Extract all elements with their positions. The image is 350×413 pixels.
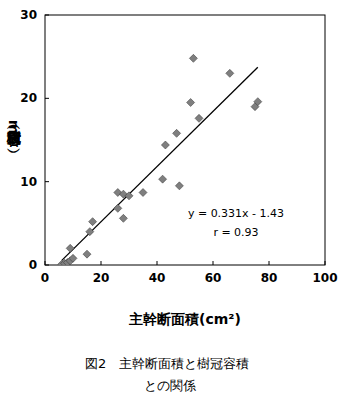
y-axis-label: 樹冠容積（m³） [6,120,22,154]
annotation: r = 0.93 [213,226,258,239]
x-tick-label: 40 [149,271,166,285]
y-tick-label: 20 [20,91,37,105]
x-tick [101,261,102,265]
point [159,175,167,183]
x-tick [45,261,46,265]
point [83,250,91,258]
x-tick [213,261,214,265]
x-tick-label: 20 [93,271,110,285]
point [139,189,147,197]
point [173,129,181,137]
x-tick-label: 60 [205,271,222,285]
title: との関係 [144,378,196,393]
point [226,69,234,77]
plot-frame [45,15,325,265]
y-tick-label: 0 [29,258,37,272]
y-tick-label: 10 [20,175,37,189]
x-tick [269,261,270,265]
point [69,254,77,262]
x-tick-label: 100 [312,271,337,285]
point [189,54,197,62]
point [195,114,203,122]
point [86,228,94,236]
trendline [62,67,258,260]
title: 図2 主幹断面積と樹冠容積 [85,356,249,371]
point [187,99,195,107]
point [89,218,97,226]
point [125,192,133,200]
point [175,182,183,190]
point [119,214,127,222]
point [66,244,74,252]
point [161,141,169,149]
x-axis-label: 主幹断面積(cm²) [128,311,241,327]
plot-marks [58,54,262,265]
y-tick [45,265,49,266]
point [254,98,262,106]
y-tick-label: 30 [20,8,37,22]
x-tick [325,261,326,265]
point [114,204,122,212]
y-tick [45,98,49,99]
x-tick [157,261,158,265]
y-tick [45,15,49,16]
x-tick-label: 0 [41,271,49,285]
y-tick [45,181,49,182]
x-tick-label: 80 [261,271,278,285]
annotation: y = 0.331x - 1.43 [188,207,284,220]
chart: 0 20 40 60 80 100 0 10 20 30 y = 0.331x - 1.43 r = … [0,0,350,413]
